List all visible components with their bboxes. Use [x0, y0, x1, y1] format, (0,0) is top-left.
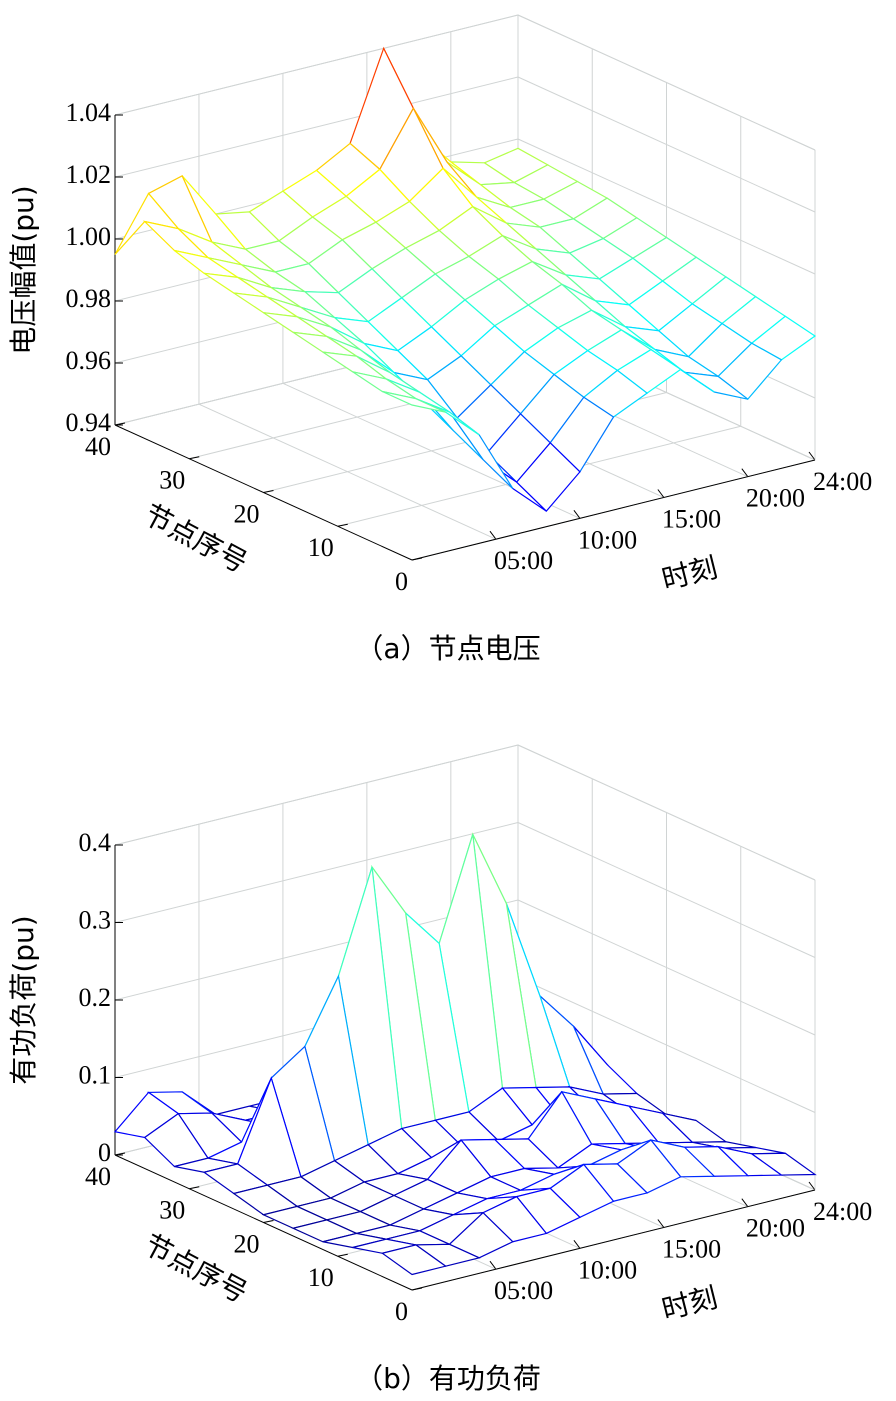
z-tick-label: 0.96	[66, 346, 112, 375]
y-tick-label: 10	[308, 1263, 334, 1292]
x-tick-label: 15:00	[662, 504, 721, 533]
y-tick-label: 0	[395, 1297, 408, 1326]
z-tick-label: 0.94	[66, 408, 112, 437]
z-tick-label: 0.3	[79, 905, 112, 934]
x-tick-label: 24:00	[813, 1197, 872, 1226]
axis-line	[411, 459, 816, 561]
x-tick-label: 15:00	[662, 1234, 721, 1263]
tick-mark	[573, 1240, 581, 1249]
x-tick-label: 20:00	[746, 1214, 805, 1243]
x-tick-label: 10:00	[578, 1255, 637, 1284]
y-tick-label: 0	[395, 567, 408, 596]
grid-line	[114, 744, 519, 846]
caption: （b）有功负荷	[355, 1362, 541, 1395]
tick-mark	[741, 1198, 749, 1207]
x-tick-label: 10:00	[578, 525, 637, 554]
tick-mark	[489, 530, 497, 540]
x-tick-label: 05:00	[494, 1276, 553, 1305]
tick-mark	[337, 1253, 348, 1257]
y-tick-label: 30	[159, 466, 185, 495]
tick-mark	[573, 510, 581, 519]
tick-mark	[189, 456, 200, 460]
z-tick-label: 0.2	[79, 983, 112, 1012]
z-tick-label: 0.1	[79, 1060, 112, 1089]
x-axis-label: 时刻	[658, 1281, 720, 1327]
axis-line	[114, 424, 413, 561]
tick-mark	[808, 451, 816, 461]
y-tick-label: 20	[234, 1229, 260, 1258]
y-tick-label: 20	[234, 499, 260, 528]
y-tick-label: 10	[308, 533, 334, 562]
z-tick-label: 1.04	[66, 98, 112, 127]
x-tick-label: 05:00	[494, 546, 553, 575]
tick-mark	[189, 1186, 200, 1190]
x-tick-label: 20:00	[746, 484, 805, 513]
z-tick-label: 0	[98, 1138, 111, 1167]
tick-mark	[263, 490, 274, 493]
z-axis-label: 有功负荷(pu)	[7, 915, 40, 1084]
tick-mark	[114, 422, 126, 426]
axis-line	[114, 1154, 413, 1291]
tick-mark	[114, 1152, 126, 1156]
axis-line	[411, 1189, 816, 1291]
mesh-cell	[380, 1244, 447, 1276]
z-tick-label: 0.98	[66, 284, 112, 313]
z-tick-label: 0.4	[79, 828, 112, 857]
grid-line	[114, 14, 519, 116]
z-tick-label: 1.00	[66, 222, 112, 251]
tick-mark	[657, 489, 665, 498]
y-tick-label: 30	[159, 1196, 185, 1225]
tick-mark	[337, 523, 348, 527]
tick-mark	[808, 1181, 816, 1191]
x-tick-label: 24:00	[813, 467, 872, 496]
tick-mark	[657, 1219, 665, 1228]
caption: （a）节点电压	[355, 632, 540, 665]
tick-mark	[741, 468, 749, 477]
z-tick-label: 1.02	[66, 160, 112, 189]
y-tick-label: 40	[85, 1162, 111, 1191]
mesh-cell	[382, 390, 446, 413]
tick-mark	[263, 1220, 274, 1223]
y-tick-label: 40	[85, 432, 111, 461]
x-axis-label: 时刻	[658, 551, 720, 597]
tick-mark	[489, 1260, 497, 1270]
z-axis-label: 电压幅值(pu)	[7, 185, 40, 354]
